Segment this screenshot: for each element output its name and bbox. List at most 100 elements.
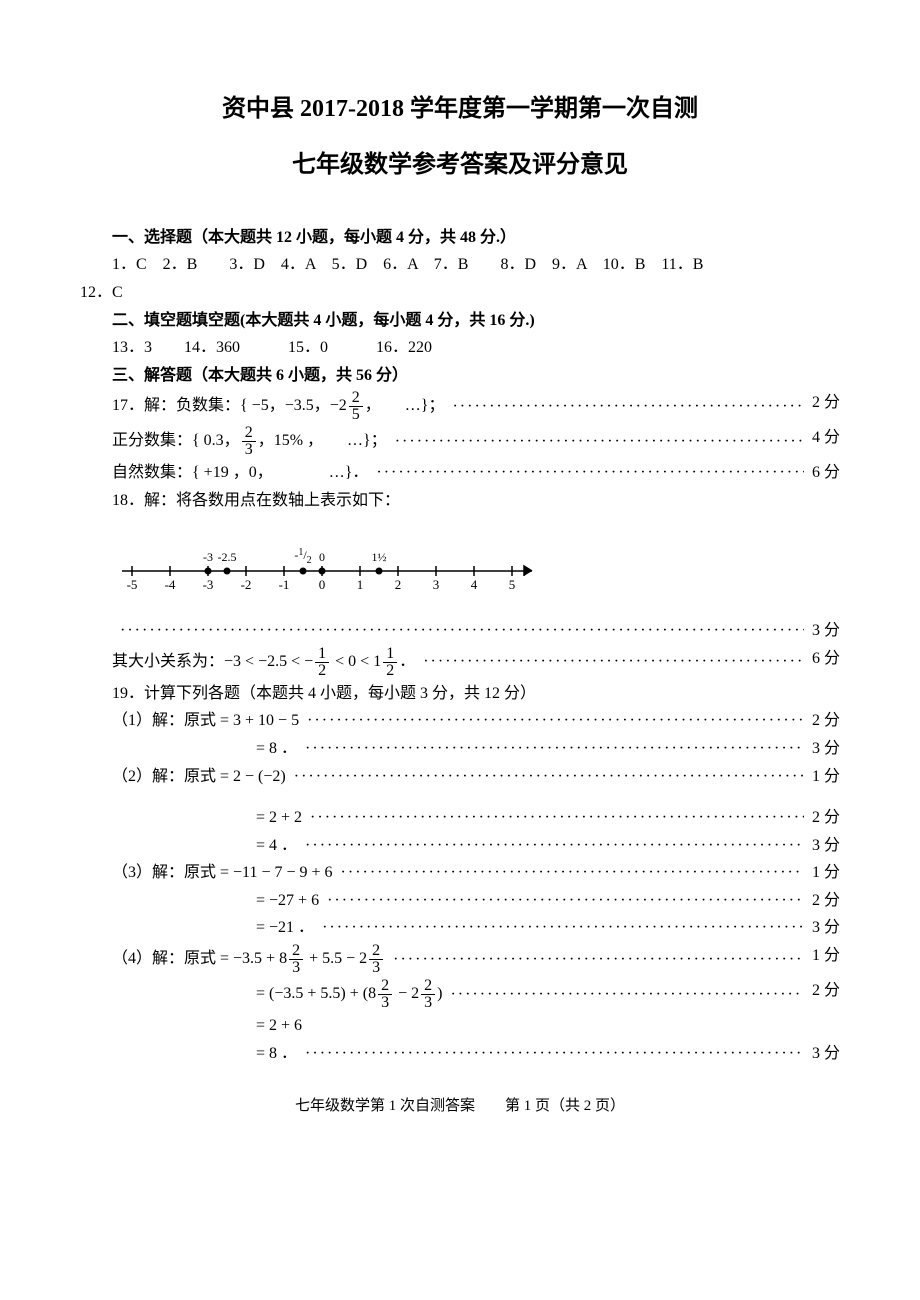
q18-intro: 18．解：将各数用点在数轴上表示如下： bbox=[80, 488, 840, 514]
frac-num: 2 bbox=[242, 425, 256, 442]
text: = (−3.5 + 5.5) + (8 bbox=[256, 985, 376, 1002]
frac-num: 2 bbox=[421, 978, 435, 995]
q17-l1-right: ， …}； bbox=[365, 398, 445, 415]
pts: 2 分 bbox=[812, 888, 840, 914]
section1-answers-line2: 12．C bbox=[80, 280, 840, 306]
dots bbox=[327, 888, 804, 914]
text: = 8 ． bbox=[256, 736, 297, 762]
pts: 2 分 bbox=[812, 978, 840, 1004]
q17-line1: 17．解：负数集：{ −5，−3.5，−225， …}； 2 分 bbox=[112, 390, 840, 423]
text: = 2 + 6 bbox=[256, 1013, 302, 1039]
number-line-diagram: -5-4-3-2-1012345 -3-2.5-1/201½ bbox=[112, 526, 840, 607]
q19-3-l2: = −27 + 6 2 分 bbox=[112, 888, 840, 914]
section2-header: 二、填空题填空题(本大题共 4 小题，每小题 4 分，共 16 分.) bbox=[80, 308, 840, 334]
svg-text:-4: -4 bbox=[165, 577, 176, 592]
pts: 3 分 bbox=[812, 833, 840, 859]
q19-1-l1: （1）解：原式 = 3 + 10 − 5 2 分 bbox=[112, 708, 840, 734]
pts: 3 分 bbox=[812, 736, 840, 762]
page-title: 资中县 2017-2018 学年度第一学期第一次自测 bbox=[80, 90, 840, 128]
q19-4-l3: = 2 + 6 bbox=[112, 1013, 840, 1039]
dots bbox=[423, 649, 804, 675]
q18-rel-c: ． bbox=[399, 653, 415, 670]
section1-header: 一、选择题（本大题共 12 小题，每小题 4 分，共 48 分.） bbox=[80, 225, 840, 251]
q17-l1-pts: 2 分 bbox=[812, 390, 840, 416]
frac-den: 3 bbox=[242, 442, 256, 458]
dots bbox=[376, 460, 804, 486]
svg-text:2: 2 bbox=[395, 577, 402, 592]
pts: 1 分 bbox=[812, 860, 840, 886]
q19-4-l2: = (−3.5 + 5.5) + (823 − 223) 2 分 bbox=[112, 978, 840, 1011]
text: − 2 bbox=[394, 985, 419, 1002]
pts: 3 分 bbox=[812, 915, 840, 941]
dots bbox=[294, 764, 804, 790]
svg-text:-5: -5 bbox=[127, 577, 138, 592]
frac-den: 3 bbox=[289, 960, 303, 976]
pts: 3 分 bbox=[812, 1041, 840, 1067]
text: = −27 + 6 bbox=[256, 888, 319, 914]
frac-den: 3 bbox=[378, 995, 392, 1011]
frac-num: 2 bbox=[289, 943, 303, 960]
svg-text:1: 1 bbox=[357, 577, 364, 592]
q18-pts-line: 3 分 bbox=[112, 618, 840, 644]
q19-2-l3: = 4 ． 3 分 bbox=[112, 833, 840, 859]
dots bbox=[450, 982, 804, 1008]
svg-text:-2.5: -2.5 bbox=[218, 550, 237, 564]
q19-2-l1: （2）解：原式 = 2 − (−2) 1 分 bbox=[112, 764, 840, 790]
dots bbox=[395, 429, 804, 455]
dots bbox=[120, 618, 804, 644]
q19-4-l1: （4）解：原式 = −3.5 + 823 + 5.5 − 223 1 分 bbox=[112, 943, 840, 976]
q17-l3-pts: 6 分 bbox=[812, 460, 840, 486]
frac-den: 2 bbox=[315, 663, 329, 679]
text: = −21 ． bbox=[256, 915, 314, 941]
pts: 1 分 bbox=[812, 943, 840, 969]
q19-3-l1: （3）解：原式 = −11 − 7 − 9 + 6 1 分 bbox=[112, 860, 840, 886]
svg-text:-1/2: -1/2 bbox=[294, 547, 311, 566]
text: = 4 ． bbox=[256, 833, 297, 859]
text: （2）解：原式 = 2 − (−2) bbox=[112, 764, 286, 790]
svg-text:-3: -3 bbox=[203, 577, 214, 592]
dots bbox=[393, 947, 804, 973]
dots bbox=[305, 1041, 804, 1067]
svg-text:1½: 1½ bbox=[372, 550, 387, 564]
page-footer: 七年级数学第 1 次自测答案 第 1 页（共 2 页） bbox=[80, 1094, 840, 1118]
pts: 2 分 bbox=[812, 708, 840, 734]
q17-line3: 自然数集：{ +19 ，0， …}． 6 分 bbox=[112, 460, 840, 486]
text: = 8 ． bbox=[256, 1041, 297, 1067]
q19-2-l2: = 2 + 2 2 分 bbox=[112, 805, 840, 831]
dots bbox=[305, 833, 804, 859]
q18-rel-a: −3 < −2.5 < − bbox=[224, 653, 313, 670]
q19-1-l2: = 8 ． 3 分 bbox=[112, 736, 840, 762]
frac-num: 1 bbox=[315, 646, 329, 663]
q19-3-l3: = −21 ． 3 分 bbox=[112, 915, 840, 941]
q18-rel-left: 其大小关系为： bbox=[112, 653, 224, 670]
q18-pts: 3 分 bbox=[812, 618, 840, 644]
q18-rel-b: < 0 < 1 bbox=[331, 653, 381, 670]
text: = 2 + 2 bbox=[256, 805, 302, 831]
pts: 2 分 bbox=[812, 805, 840, 831]
q17-l1-left: 17．解：负数集：{ −5，−3.5， bbox=[112, 398, 330, 415]
frac-num: 2 bbox=[369, 943, 383, 960]
frac-den: 2 bbox=[383, 663, 397, 679]
svg-text:-3: -3 bbox=[203, 550, 213, 564]
section1-answers-line1: 1．C 2．B 3．D 4．A 5．D 6．A 7．B 8．D 9．A 10．B… bbox=[80, 252, 840, 278]
frac-den: 3 bbox=[421, 995, 435, 1011]
dots bbox=[341, 860, 804, 886]
page-subtitle: 七年级数学参考答案及评分意见 bbox=[80, 146, 840, 184]
pts: 1 分 bbox=[812, 764, 840, 790]
svg-text:4: 4 bbox=[471, 577, 478, 592]
svg-text:0: 0 bbox=[319, 577, 326, 592]
text: （1）解：原式 = 3 + 10 − 5 bbox=[112, 708, 299, 734]
text: + 5.5 − 2 bbox=[305, 950, 367, 967]
dots bbox=[307, 708, 804, 734]
dots bbox=[310, 805, 804, 831]
q19-4-l4: = 8 ． 3 分 bbox=[112, 1041, 840, 1067]
frac-num: 1 bbox=[383, 646, 397, 663]
text: （3）解：原式 = −11 − 7 − 9 + 6 bbox=[112, 860, 333, 886]
q17-l2-pts: 4 分 bbox=[812, 425, 840, 451]
q19-header: 19．计算下列各题（本题共 4 小题，每小题 3 分，共 12 分） bbox=[80, 681, 840, 707]
svg-text:3: 3 bbox=[433, 577, 440, 592]
q17-l2-right: ，15% ， …}； bbox=[258, 433, 387, 450]
dots bbox=[452, 394, 804, 420]
svg-text:-2: -2 bbox=[241, 577, 252, 592]
svg-text:5: 5 bbox=[509, 577, 516, 592]
